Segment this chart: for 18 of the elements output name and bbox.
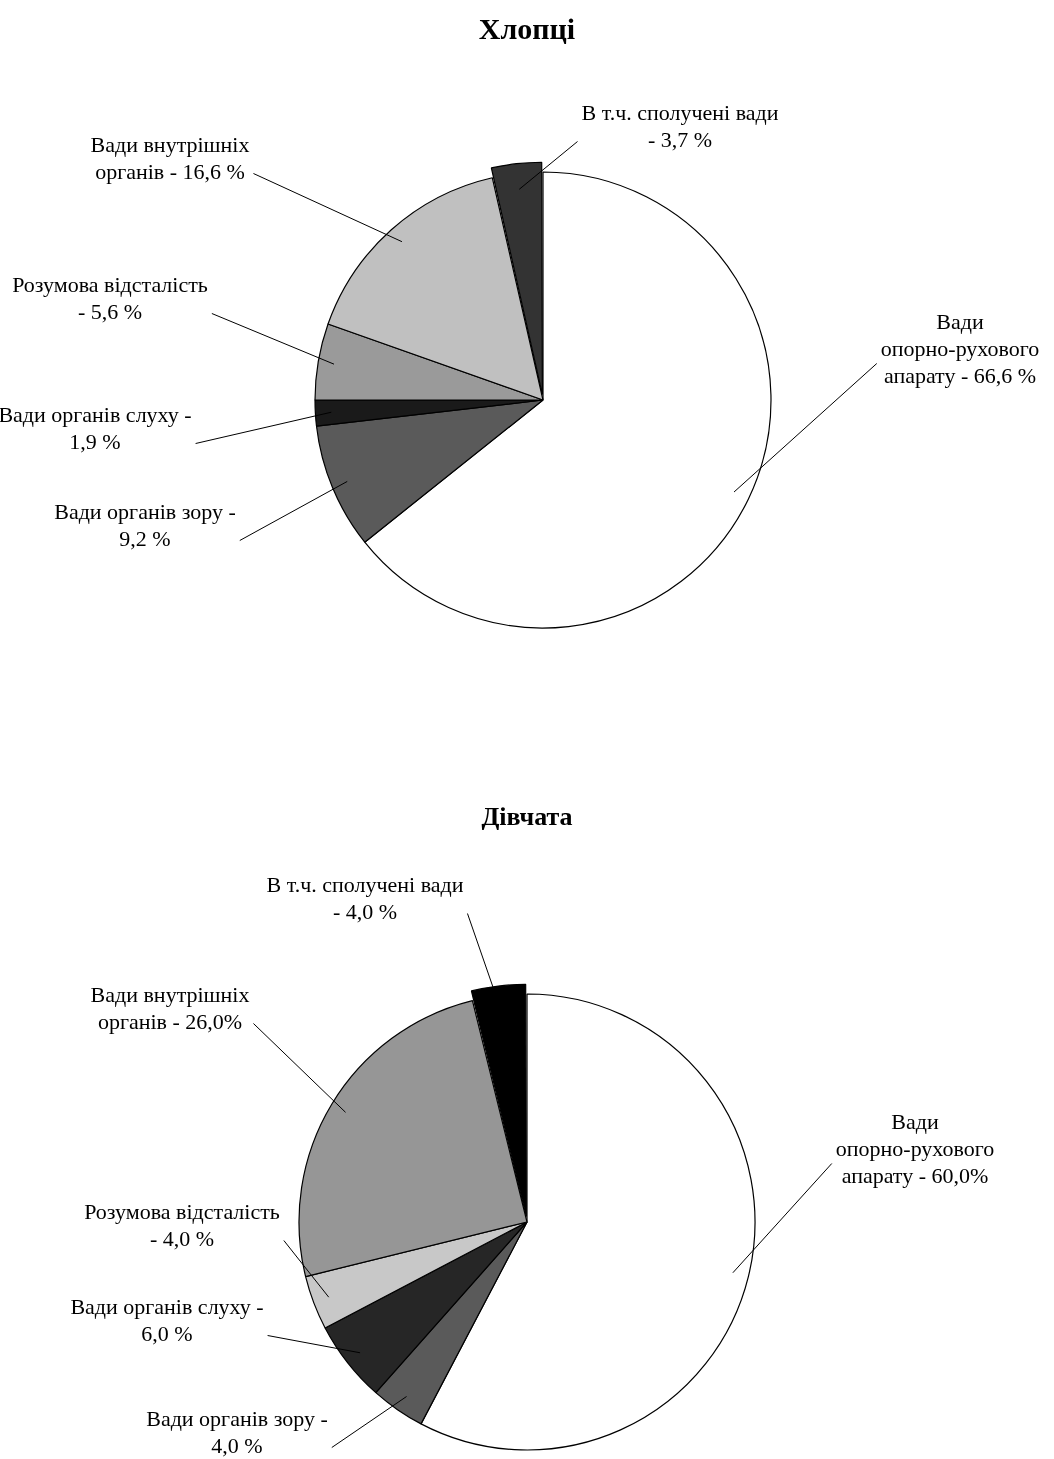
slice-label: В т.ч. сполучені вади - 3,7 % (581, 100, 779, 153)
data-label: 4,0 % (211, 1433, 263, 1459)
slice-label: Вади органів зору - (146, 1406, 328, 1432)
slice-label: В т.ч. сполучені вади - 4,0 % (266, 872, 464, 925)
slice-label: Вади органів слуху - (70, 1294, 264, 1320)
data-label: 1,9 % (69, 429, 121, 455)
slice-label: Вади органів зору - (54, 499, 236, 525)
data-label: 6,0 % (141, 1321, 193, 1347)
data-label: 9,2 % (119, 526, 171, 552)
chart-title: Дівчата (480, 802, 574, 832)
slice-label: Вади органів слуху - (0, 402, 192, 428)
slice-label: Вади опорно-рухового апарату - 66,6 % (880, 308, 1040, 388)
chart-title: Хлопці (477, 12, 577, 46)
slice-label: Вади внутрішніх органів - 16,6 % (90, 132, 250, 185)
slice-label: Вади опорно-рухового апарату - 60,0% (835, 1108, 995, 1188)
slice-label: Розумова відсталість - 5,6 % (12, 272, 208, 325)
slice-label: Розумова відсталість - 4,0 % (84, 1199, 280, 1252)
slice-label: Вади внутрішніх органів - 26,0% (90, 982, 250, 1035)
